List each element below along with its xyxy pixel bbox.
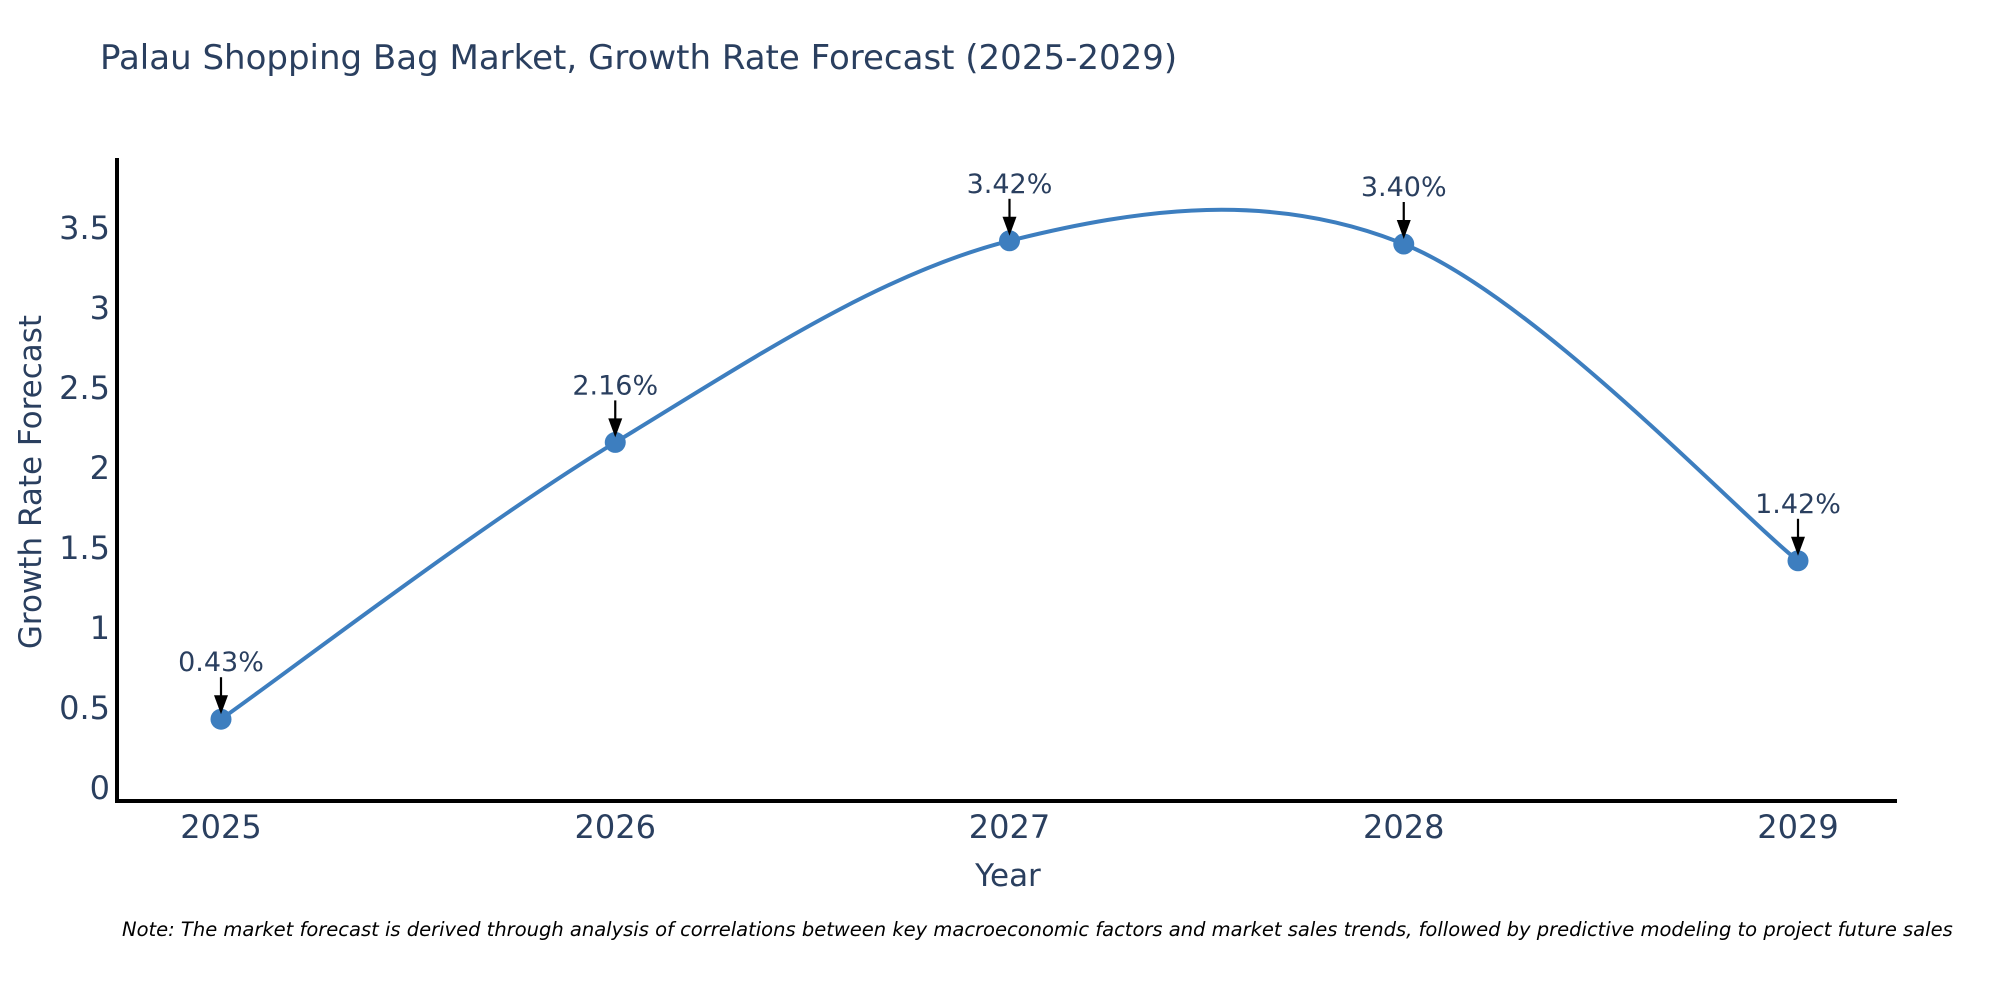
- annotation-arrowhead-icon: [1396, 220, 1411, 239]
- footnote: Note: The market forecast is derived thr…: [122, 918, 1953, 941]
- y-tick-label: 2: [90, 449, 110, 487]
- data-point-marker: [210, 708, 232, 730]
- data-point-label: 2.16%: [572, 370, 658, 401]
- data-point-marker: [1393, 233, 1415, 255]
- forecast-line: [219, 207, 1800, 722]
- annotation-arrowhead-icon: [608, 418, 623, 438]
- data-point-label: 3.40%: [1361, 172, 1447, 203]
- x-axis-title: Year: [975, 858, 1041, 894]
- data-point-marker: [604, 431, 626, 453]
- data-point-label: 1.42%: [1755, 489, 1841, 520]
- y-tick-label: 2.5: [59, 369, 110, 407]
- y-tick-label: 3: [90, 289, 110, 327]
- annotation-arrowhead-icon: [214, 695, 228, 715]
- y-tick-label: 1.5: [59, 529, 110, 567]
- y-tick-label: 0.5: [59, 689, 110, 727]
- data-point-label: 0.43%: [178, 647, 264, 678]
- x-tick-label: 2029: [1757, 808, 1838, 846]
- x-tick-label: 2025: [180, 808, 261, 846]
- y-tick-label: 0: [90, 769, 110, 807]
- data-point-marker: [999, 230, 1020, 252]
- chart-title: Palau Shopping Bag Market, Growth Rate F…: [100, 38, 1178, 78]
- annotation-arrowhead-icon: [1002, 216, 1017, 236]
- data-point-marker: [1787, 550, 1809, 572]
- annotation-arrowhead-icon: [1791, 536, 1805, 556]
- x-tick-label: 2026: [575, 808, 656, 846]
- y-tick-label: 1: [90, 609, 110, 647]
- data-point-label: 3.42%: [967, 169, 1053, 200]
- x-tick-label: 2027: [969, 808, 1050, 846]
- x-tick-label: 2028: [1363, 808, 1444, 846]
- y-tick-label: 3.5: [59, 209, 110, 247]
